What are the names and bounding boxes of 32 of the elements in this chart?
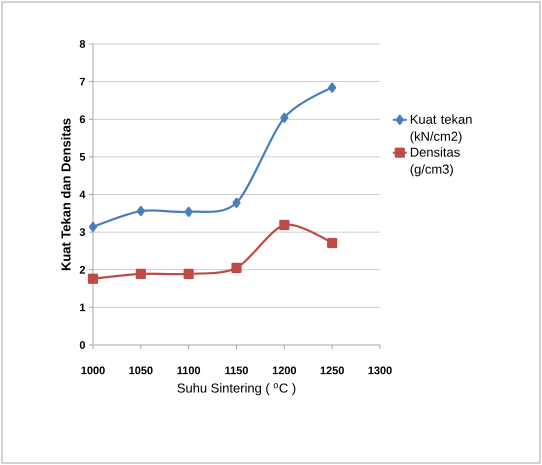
- point: [231, 262, 242, 273]
- point: [328, 82, 336, 93]
- x-tick-label: 1000: [82, 366, 105, 374]
- y-tick-label: 3: [80, 228, 86, 236]
- legend-label: Kuat tekan (kN/cm2): [410, 114, 472, 144]
- point: [136, 268, 146, 279]
- point: [88, 274, 98, 284]
- x-tick-label: 1200: [272, 366, 296, 374]
- legend-label: Densitas (g/cm3): [410, 147, 460, 176]
- y-axis-title: Kuat Tekan dan Densitas: [61, 118, 71, 270]
- y-tick-label: 2: [80, 266, 86, 274]
- point: [280, 112, 288, 123]
- y-tick-label: 4: [80, 190, 86, 198]
- y-tick-label: 5: [80, 153, 86, 161]
- point: [184, 206, 193, 217]
- y-tick-label: 1: [80, 304, 86, 312]
- x-tick-label: 1100: [177, 366, 200, 374]
- point: [279, 220, 290, 230]
- y-tick-label: 6: [80, 115, 86, 124]
- point: [327, 238, 338, 248]
- y-tick-label: 0: [80, 341, 86, 349]
- y-tick-label: 8: [80, 40, 86, 48]
- y-tick-label: 7: [80, 78, 85, 86]
- x-tick-label: 1300: [368, 366, 392, 374]
- x-tick-label: 1250: [320, 366, 344, 374]
- point: [88, 222, 98, 232]
- x-tick-label: 1150: [225, 366, 248, 374]
- x-axis-title: Suhu Sintering ( $^{o}$C ): [177, 383, 296, 396]
- point: [232, 198, 241, 208]
- point: [136, 206, 145, 216]
- x-tick-label: 1050: [129, 366, 153, 374]
- point: [184, 268, 194, 279]
